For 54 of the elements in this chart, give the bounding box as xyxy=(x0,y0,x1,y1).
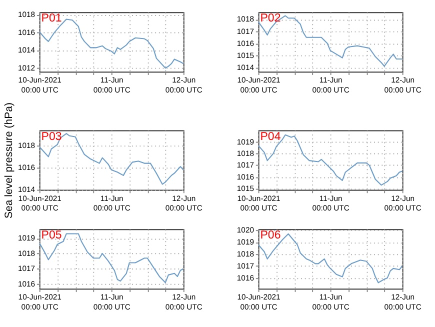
x-tick-label: 10-Jun-2021 00:00 UTC xyxy=(18,76,62,94)
y-tick-label: 1018 xyxy=(18,10,36,20)
x-tick-label: 10-Jun-2021 00:00 UTC xyxy=(18,292,62,312)
y-tick-label: 1018 xyxy=(18,141,36,150)
y-tick-label: 1018 xyxy=(236,148,254,158)
annotation: P01 xyxy=(41,12,62,25)
annotation: P06 xyxy=(260,230,281,242)
x-tick-label: 10-Jun-2021 00:00 UTC xyxy=(237,76,280,94)
y-tick-label: 1017 xyxy=(236,26,254,36)
x-tick-label: 12-Jun 00:00 UTC xyxy=(384,194,422,212)
annotation: P02 xyxy=(260,12,281,25)
x-tick-label: 12-Jun 00:00 UTC xyxy=(165,194,203,212)
x-tick-label: 10-Jun-2021 00:00 UTC xyxy=(237,194,280,212)
x-tick-label: 10-Jun-2021 00:00 UTC xyxy=(237,292,280,312)
annotation: P03 xyxy=(41,130,62,143)
y-tick-label: 1012 xyxy=(18,64,36,72)
y-tick-label: 1014 xyxy=(18,46,36,55)
y-tick-label: 1015 xyxy=(236,184,254,193)
y-tick-label: 1019 xyxy=(236,238,254,247)
x-tick-label: 12-Jun 00:00 UTC xyxy=(384,76,422,94)
y-tick-label: 1016 xyxy=(18,28,36,37)
x-tick-label: 12-Jun 00:00 UTC xyxy=(384,292,422,312)
x-tick-label: 11-Jun 00:00 UTC xyxy=(312,292,350,312)
y-tick-label: 1014 xyxy=(236,62,255,72)
y-tick-label: 1014 xyxy=(18,185,36,194)
annotation: P05 xyxy=(41,230,62,242)
line-series xyxy=(39,133,184,185)
line-series xyxy=(258,15,402,67)
x-tick-label: 11-Jun 00:00 UTC xyxy=(93,292,131,312)
y-tick-label: 1017 xyxy=(18,264,36,274)
y-tick-label: 1018 xyxy=(18,248,36,258)
y-tick-label: 1020 xyxy=(236,226,254,235)
x-tick-label: 10-Jun-2021 00:00 UTC xyxy=(18,194,62,212)
y-tick-label: 1016 xyxy=(18,163,36,172)
y-tick-label: 1016 xyxy=(236,38,254,48)
y-tick-label: 1017 xyxy=(236,261,254,270)
x-tick-label: 11-Jun 00:00 UTC xyxy=(93,194,131,212)
x-tick-label: 12-Jun 00:00 UTC xyxy=(165,292,203,312)
y-tick-label: 1018 xyxy=(236,14,254,24)
x-tick-label: 11-Jun 00:00 UTC xyxy=(312,194,350,212)
y-tick-label: 1019 xyxy=(18,234,36,243)
y-tick-label: 1018 xyxy=(236,250,254,259)
y-axis-title: Sea level pressure (hPa) xyxy=(3,102,16,219)
line-series xyxy=(258,134,402,186)
x-tick-label: 12-Jun 00:00 UTC xyxy=(165,76,203,94)
y-tick-label: 1017 xyxy=(236,160,254,170)
x-tick-label: 11-Jun 00:00 UTC xyxy=(312,76,350,94)
x-tick-label: 11-Jun 00:00 UTC xyxy=(93,76,131,94)
y-tick-label: 1016 xyxy=(236,273,254,282)
y-tick-label: 1016 xyxy=(18,279,36,288)
annotation: P04 xyxy=(260,130,282,143)
y-tick-label: 1016 xyxy=(236,172,254,182)
y-tick-label: 1019 xyxy=(236,137,254,146)
y-tick-label: 1015 xyxy=(236,50,254,60)
